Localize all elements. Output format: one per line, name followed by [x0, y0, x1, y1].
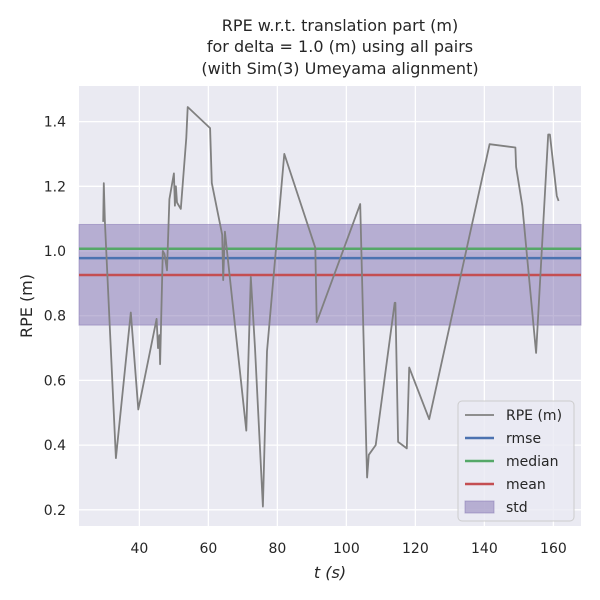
y-tick-label: 0.6: [44, 373, 66, 389]
legend-box: [457, 400, 575, 522]
rpe-series-group: [102, 106, 560, 508]
x-tick-label: 120: [402, 541, 429, 557]
y-tick-label: 0.8: [44, 309, 66, 325]
x-tick-labels: 40 60 80 100 120 140 160: [130, 541, 566, 557]
legend-label: median: [506, 454, 558, 470]
x-tick-label: 160: [540, 541, 567, 557]
y-tick-label: 1.0: [44, 244, 66, 260]
y-tick-label: 0.4: [44, 438, 66, 454]
x-tick-label: 60: [199, 541, 217, 557]
title-line-3: (with Sim(3) Umeyama alignment): [201, 59, 478, 78]
legend-swatch-std: [464, 500, 495, 514]
x-axis-label: t (s): [314, 563, 346, 582]
legend-label: RPE (m): [506, 408, 562, 424]
y-tick-label: 0.2: [44, 503, 66, 519]
y-tick-labels: 0.2 0.4 0.6 0.8 1.0 1.2 1.4: [44, 115, 66, 519]
legend-label: rmse: [506, 431, 541, 447]
x-tick-label: 40: [130, 541, 148, 557]
y-tick-label: 1.2: [44, 179, 66, 195]
title-line-2: for delta = 1.0 (m) using all pairs: [207, 37, 473, 56]
y-tick-label: 1.4: [44, 115, 66, 131]
legend-label: mean: [506, 477, 546, 493]
rpe-series-line: [102, 106, 560, 508]
title-line-1: RPE w.r.t. translation part (m): [222, 16, 458, 35]
x-tick-label: 80: [268, 541, 286, 557]
chart-title: RPE w.r.t. translation part (m) for delt…: [201, 16, 478, 78]
legend-label: std: [506, 500, 528, 516]
legend: RPE (m) rmse median mean std: [457, 400, 575, 522]
x-tick-label: 140: [471, 541, 498, 557]
y-axis-label: RPE (m): [17, 274, 36, 338]
x-tick-label: 100: [333, 541, 360, 557]
